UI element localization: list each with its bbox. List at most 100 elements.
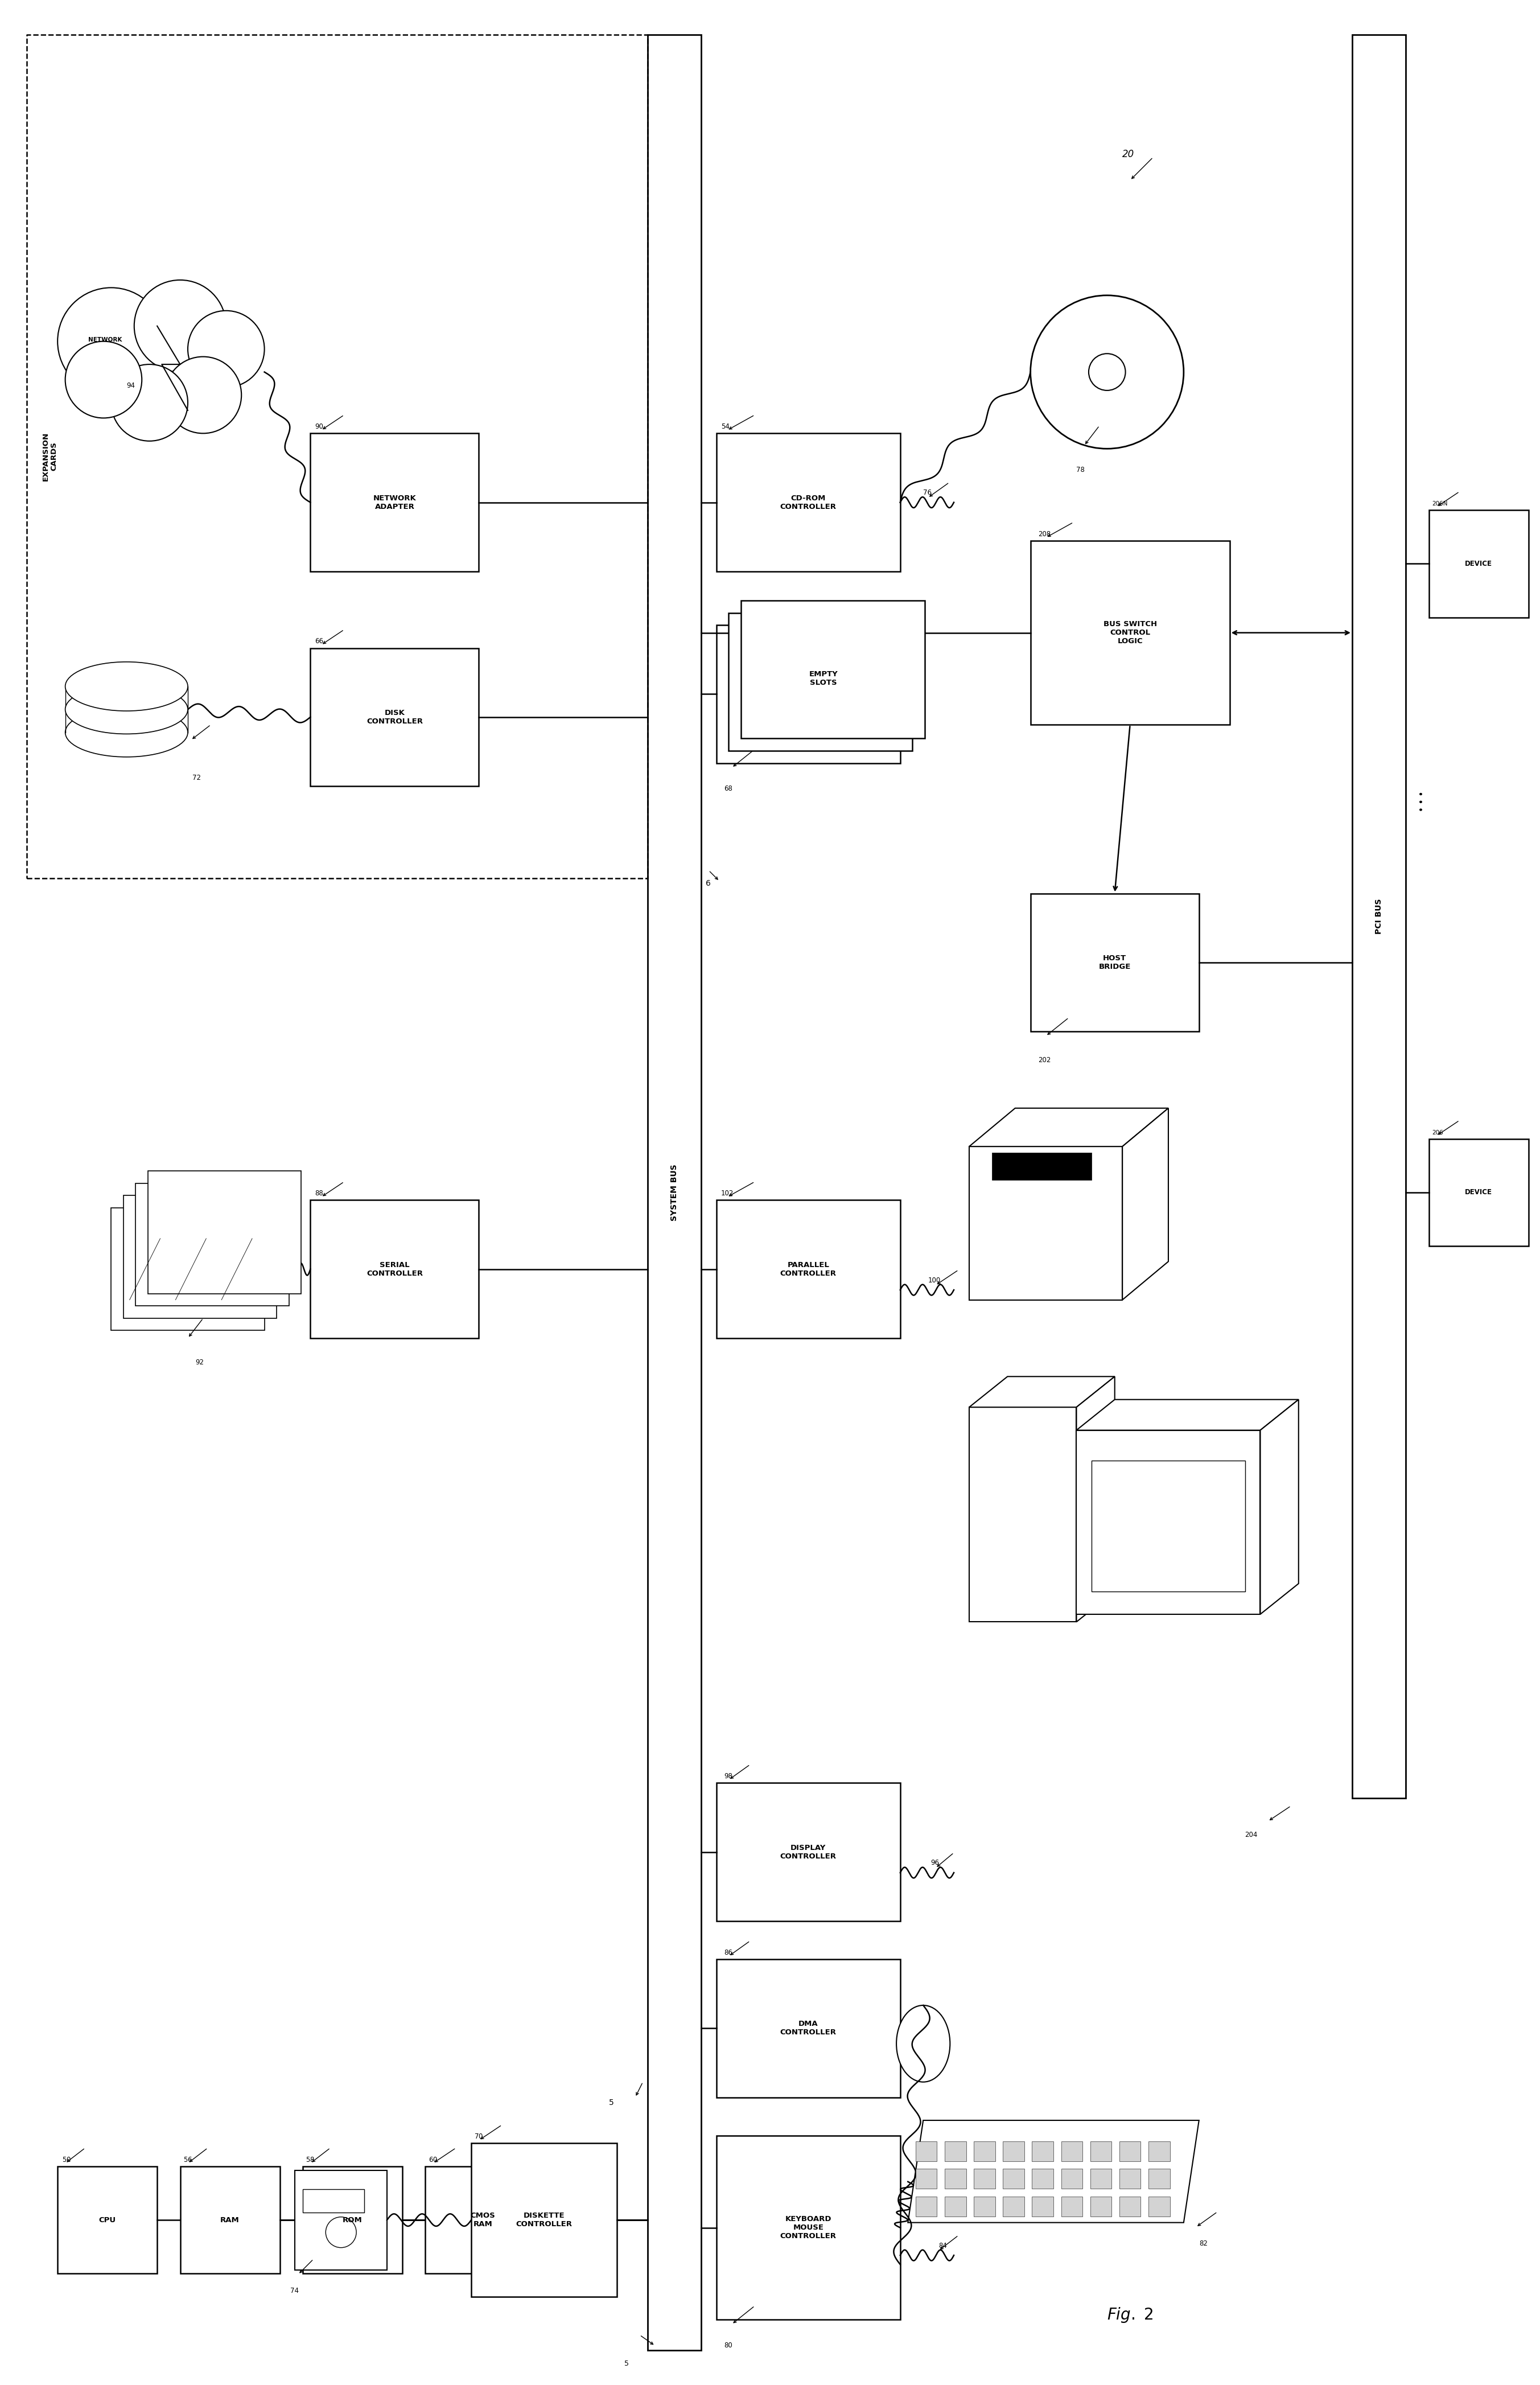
- Circle shape: [65, 341, 142, 417]
- Bar: [1352, 36, 1406, 1798]
- Bar: [916, 2142, 936, 2161]
- Text: 66: 66: [316, 637, 323, 646]
- Bar: [728, 613, 913, 751]
- Bar: [1120, 2197, 1141, 2216]
- Text: KEYBOARD
MOUSE
CONTROLLER: KEYBOARD MOUSE CONTROLLER: [781, 2216, 836, 2240]
- Text: DEVICE: DEVICE: [1465, 560, 1492, 568]
- Text: 6: 6: [705, 880, 710, 887]
- Bar: [311, 649, 479, 787]
- Text: 54: 54: [721, 422, 730, 429]
- Text: HOST
BRIDGE: HOST BRIDGE: [1098, 954, 1130, 971]
- Text: DEVICE: DEVICE: [1465, 1188, 1492, 1197]
- Text: 204: 204: [1244, 1832, 1258, 1839]
- Text: ROM: ROM: [342, 2216, 362, 2223]
- Bar: [944, 2168, 966, 2189]
- Text: CD-ROM
CONTROLLER: CD-ROM CONTROLLER: [781, 494, 836, 510]
- Bar: [944, 2142, 966, 2161]
- Text: PCI BUS: PCI BUS: [1375, 899, 1383, 935]
- Bar: [716, 1784, 901, 1920]
- Bar: [1003, 2142, 1024, 2161]
- Bar: [992, 1152, 1092, 1181]
- Bar: [1429, 1138, 1528, 1247]
- Bar: [311, 1200, 479, 1338]
- Bar: [57, 2166, 157, 2273]
- Bar: [1149, 2168, 1170, 2189]
- Text: NETWORK: NETWORK: [88, 336, 122, 343]
- Bar: [1032, 2168, 1053, 2189]
- Text: CPU: CPU: [99, 2216, 115, 2223]
- Polygon shape: [1076, 1431, 1260, 1615]
- Text: 98: 98: [724, 1772, 733, 1779]
- Ellipse shape: [65, 663, 188, 711]
- Bar: [716, 1960, 901, 2096]
- Bar: [1090, 2142, 1112, 2161]
- Bar: [1092, 1462, 1244, 1591]
- Text: 84: 84: [938, 2242, 947, 2249]
- Text: • • •: • • •: [1418, 792, 1426, 811]
- Bar: [1061, 2197, 1083, 2216]
- Polygon shape: [1076, 1376, 1115, 1622]
- Text: 202: 202: [1038, 1057, 1050, 1064]
- Text: 80: 80: [724, 2342, 733, 2349]
- Bar: [1120, 2142, 1141, 2161]
- Bar: [311, 434, 479, 572]
- Text: DISK
CONTROLLER: DISK CONTROLLER: [367, 708, 424, 725]
- Bar: [111, 1207, 265, 1331]
- Text: $\mathsf{56}$: $\mathsf{56}$: [183, 2156, 192, 2163]
- Bar: [1149, 2142, 1170, 2161]
- Polygon shape: [1123, 1109, 1169, 1300]
- Text: 94: 94: [126, 382, 136, 389]
- Text: CMOS
RAM: CMOS RAM: [470, 2211, 496, 2228]
- Bar: [148, 1171, 302, 1293]
- Text: $\mathsf{58}$: $\mathsf{58}$: [306, 2156, 314, 2163]
- Text: 78: 78: [1076, 465, 1084, 472]
- Ellipse shape: [896, 2006, 950, 2082]
- Text: DISPLAY
CONTROLLER: DISPLAY CONTROLLER: [781, 1844, 836, 1860]
- Text: 206N: 206N: [1432, 501, 1448, 506]
- Text: DISKETTE
CONTROLLER: DISKETTE CONTROLLER: [516, 2211, 573, 2228]
- Polygon shape: [909, 2120, 1200, 2223]
- Text: 82: 82: [1200, 2240, 1207, 2247]
- Bar: [296, 2170, 387, 2271]
- Bar: [716, 1200, 901, 1338]
- Bar: [180, 2166, 280, 2273]
- Bar: [303, 2189, 363, 2213]
- Text: 72: 72: [192, 775, 200, 782]
- Text: NETWORK
ADAPTER: NETWORK ADAPTER: [373, 494, 416, 510]
- Bar: [741, 601, 924, 739]
- Text: 68: 68: [724, 785, 733, 792]
- Text: 92: 92: [196, 1359, 203, 1367]
- Bar: [1149, 2197, 1170, 2216]
- Polygon shape: [1260, 1400, 1298, 1615]
- Text: 88: 88: [316, 1190, 323, 1197]
- Polygon shape: [969, 1147, 1123, 1300]
- Bar: [136, 1183, 290, 1307]
- Text: 74: 74: [291, 2287, 299, 2294]
- Text: 86: 86: [724, 1949, 733, 1956]
- Bar: [916, 2197, 936, 2216]
- Text: $\mathit{Fig.}\ \mathit{2}$: $\mathit{Fig.}\ \mathit{2}$: [1107, 2306, 1153, 2325]
- Bar: [973, 2142, 995, 2161]
- Text: SYSTEM BUS: SYSTEM BUS: [670, 1164, 678, 1221]
- Text: 5: 5: [624, 2361, 628, 2368]
- Text: $\mathsf{70}$: $\mathsf{70}$: [474, 2132, 484, 2139]
- Circle shape: [111, 365, 188, 441]
- Bar: [1429, 510, 1528, 618]
- Bar: [716, 2135, 901, 2321]
- Text: 20: 20: [1123, 150, 1135, 160]
- Text: 76: 76: [922, 489, 932, 496]
- Bar: [716, 434, 901, 572]
- Text: EMPTY
SLOTS: EMPTY SLOTS: [808, 670, 838, 687]
- Polygon shape: [969, 1376, 1115, 1407]
- Text: RAM: RAM: [220, 2216, 240, 2223]
- Text: $\mathsf{50}$: $\mathsf{50}$: [62, 2156, 71, 2163]
- Bar: [1003, 2168, 1024, 2189]
- Bar: [647, 36, 701, 2349]
- Bar: [471, 2144, 618, 2297]
- Text: EXPANSION
CARDS: EXPANSION CARDS: [42, 432, 59, 482]
- Bar: [973, 2197, 995, 2216]
- Text: 96: 96: [930, 1860, 939, 1867]
- Text: $\mathsf{60}$: $\mathsf{60}$: [428, 2156, 437, 2163]
- Text: DMA
CONTROLLER: DMA CONTROLLER: [781, 2020, 836, 2037]
- Ellipse shape: [65, 708, 188, 756]
